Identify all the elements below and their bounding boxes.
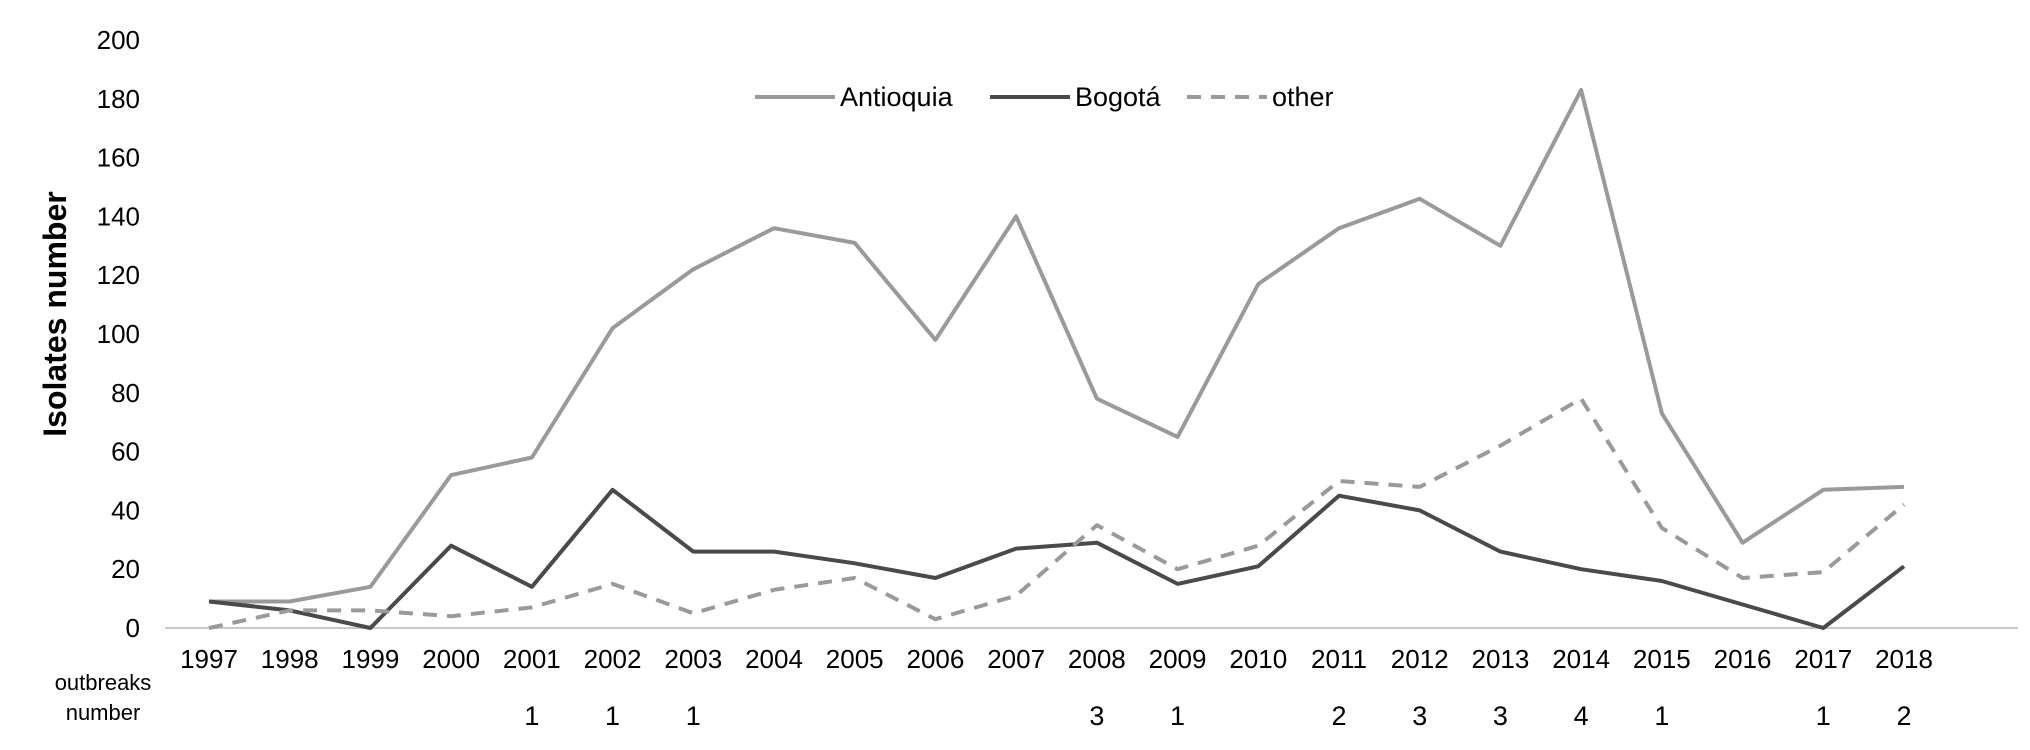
y-tick-label: 20	[111, 554, 140, 584]
outbreaks-label-line2: number	[66, 700, 141, 725]
outbreak-count: 3	[1412, 701, 1427, 731]
x-tick-label: 2012	[1391, 644, 1449, 674]
x-tick-label: 2006	[907, 644, 965, 674]
x-tick-label: 1998	[261, 644, 319, 674]
series-line-other	[208, 396, 1906, 630]
outbreak-count: 3	[1493, 701, 1508, 731]
outbreaks-row: 1 1 1 3 1 2 3 3 4 1 1 2	[524, 701, 1911, 731]
x-tick-label: 2009	[1149, 644, 1207, 674]
series-line-antioquia	[209, 88, 1905, 604]
legend-label: Antioquia	[840, 82, 954, 112]
x-tick-label: 2016	[1714, 644, 1772, 674]
outbreak-count: 1	[1816, 701, 1831, 731]
y-tick-label: 60	[111, 437, 140, 467]
x-tick-label: 2005	[826, 644, 884, 674]
y-tick-label: 80	[111, 378, 140, 408]
y-axis-label: Isolates number	[37, 191, 73, 436]
outbreak-count: 1	[1654, 701, 1669, 731]
x-axis: 1997 1998 1999 2000 2001 2002 2003 2004 2005 2006…	[180, 644, 1933, 674]
x-tick-label: 2013	[1472, 644, 1530, 674]
y-tick-label: 180	[97, 84, 140, 114]
x-tick-label: 2000	[422, 644, 480, 674]
x-tick-label: 2014	[1552, 644, 1610, 674]
y-tick-label: 100	[97, 319, 140, 349]
x-tick-label: 1999	[342, 644, 400, 674]
outbreak-count: 2	[1896, 701, 1911, 731]
series-line-bogot-	[208, 487, 1906, 630]
outbreak-count: 3	[1089, 701, 1104, 731]
x-tick-label: 2002	[584, 644, 642, 674]
y-tick-label: 160	[97, 143, 140, 173]
legend-label: Bogotá	[1075, 82, 1162, 112]
outbreak-count: 4	[1574, 701, 1589, 731]
outbreak-count: 2	[1331, 701, 1346, 731]
y-tick-label: 40	[111, 495, 140, 525]
y-tick-label: 140	[97, 201, 140, 231]
y-tick-label: 200	[97, 25, 140, 55]
outbreak-count: 1	[686, 701, 701, 731]
x-tick-label: 2001	[503, 644, 561, 674]
y-axis: 0 20 40 60 80 100 120 140 160 180 200	[97, 25, 140, 643]
x-tick-label: 2008	[1068, 644, 1126, 674]
x-tick-label: 2010	[1229, 644, 1287, 674]
x-tick-label: 2018	[1875, 644, 1933, 674]
x-tick-label: 1997	[180, 644, 238, 674]
legend: Antioquia Bogotá other	[755, 82, 1334, 112]
outbreaks-label-line1: outbreaks	[55, 670, 152, 695]
x-tick-label: 2004	[745, 644, 803, 674]
y-tick-label: 0	[126, 613, 140, 643]
outbreak-count: 1	[605, 701, 620, 731]
x-tick-label: 2015	[1633, 644, 1691, 674]
series-layer	[208, 88, 1906, 630]
y-tick-label: 120	[97, 260, 140, 290]
x-tick-label: 2011	[1311, 644, 1367, 674]
x-tick-label: 2003	[664, 644, 722, 674]
x-tick-label: 2017	[1794, 644, 1852, 674]
outbreak-count: 1	[1170, 701, 1185, 731]
legend-label: other	[1272, 82, 1334, 112]
x-tick-label: 2007	[987, 644, 1045, 674]
outbreak-count: 1	[524, 701, 539, 731]
